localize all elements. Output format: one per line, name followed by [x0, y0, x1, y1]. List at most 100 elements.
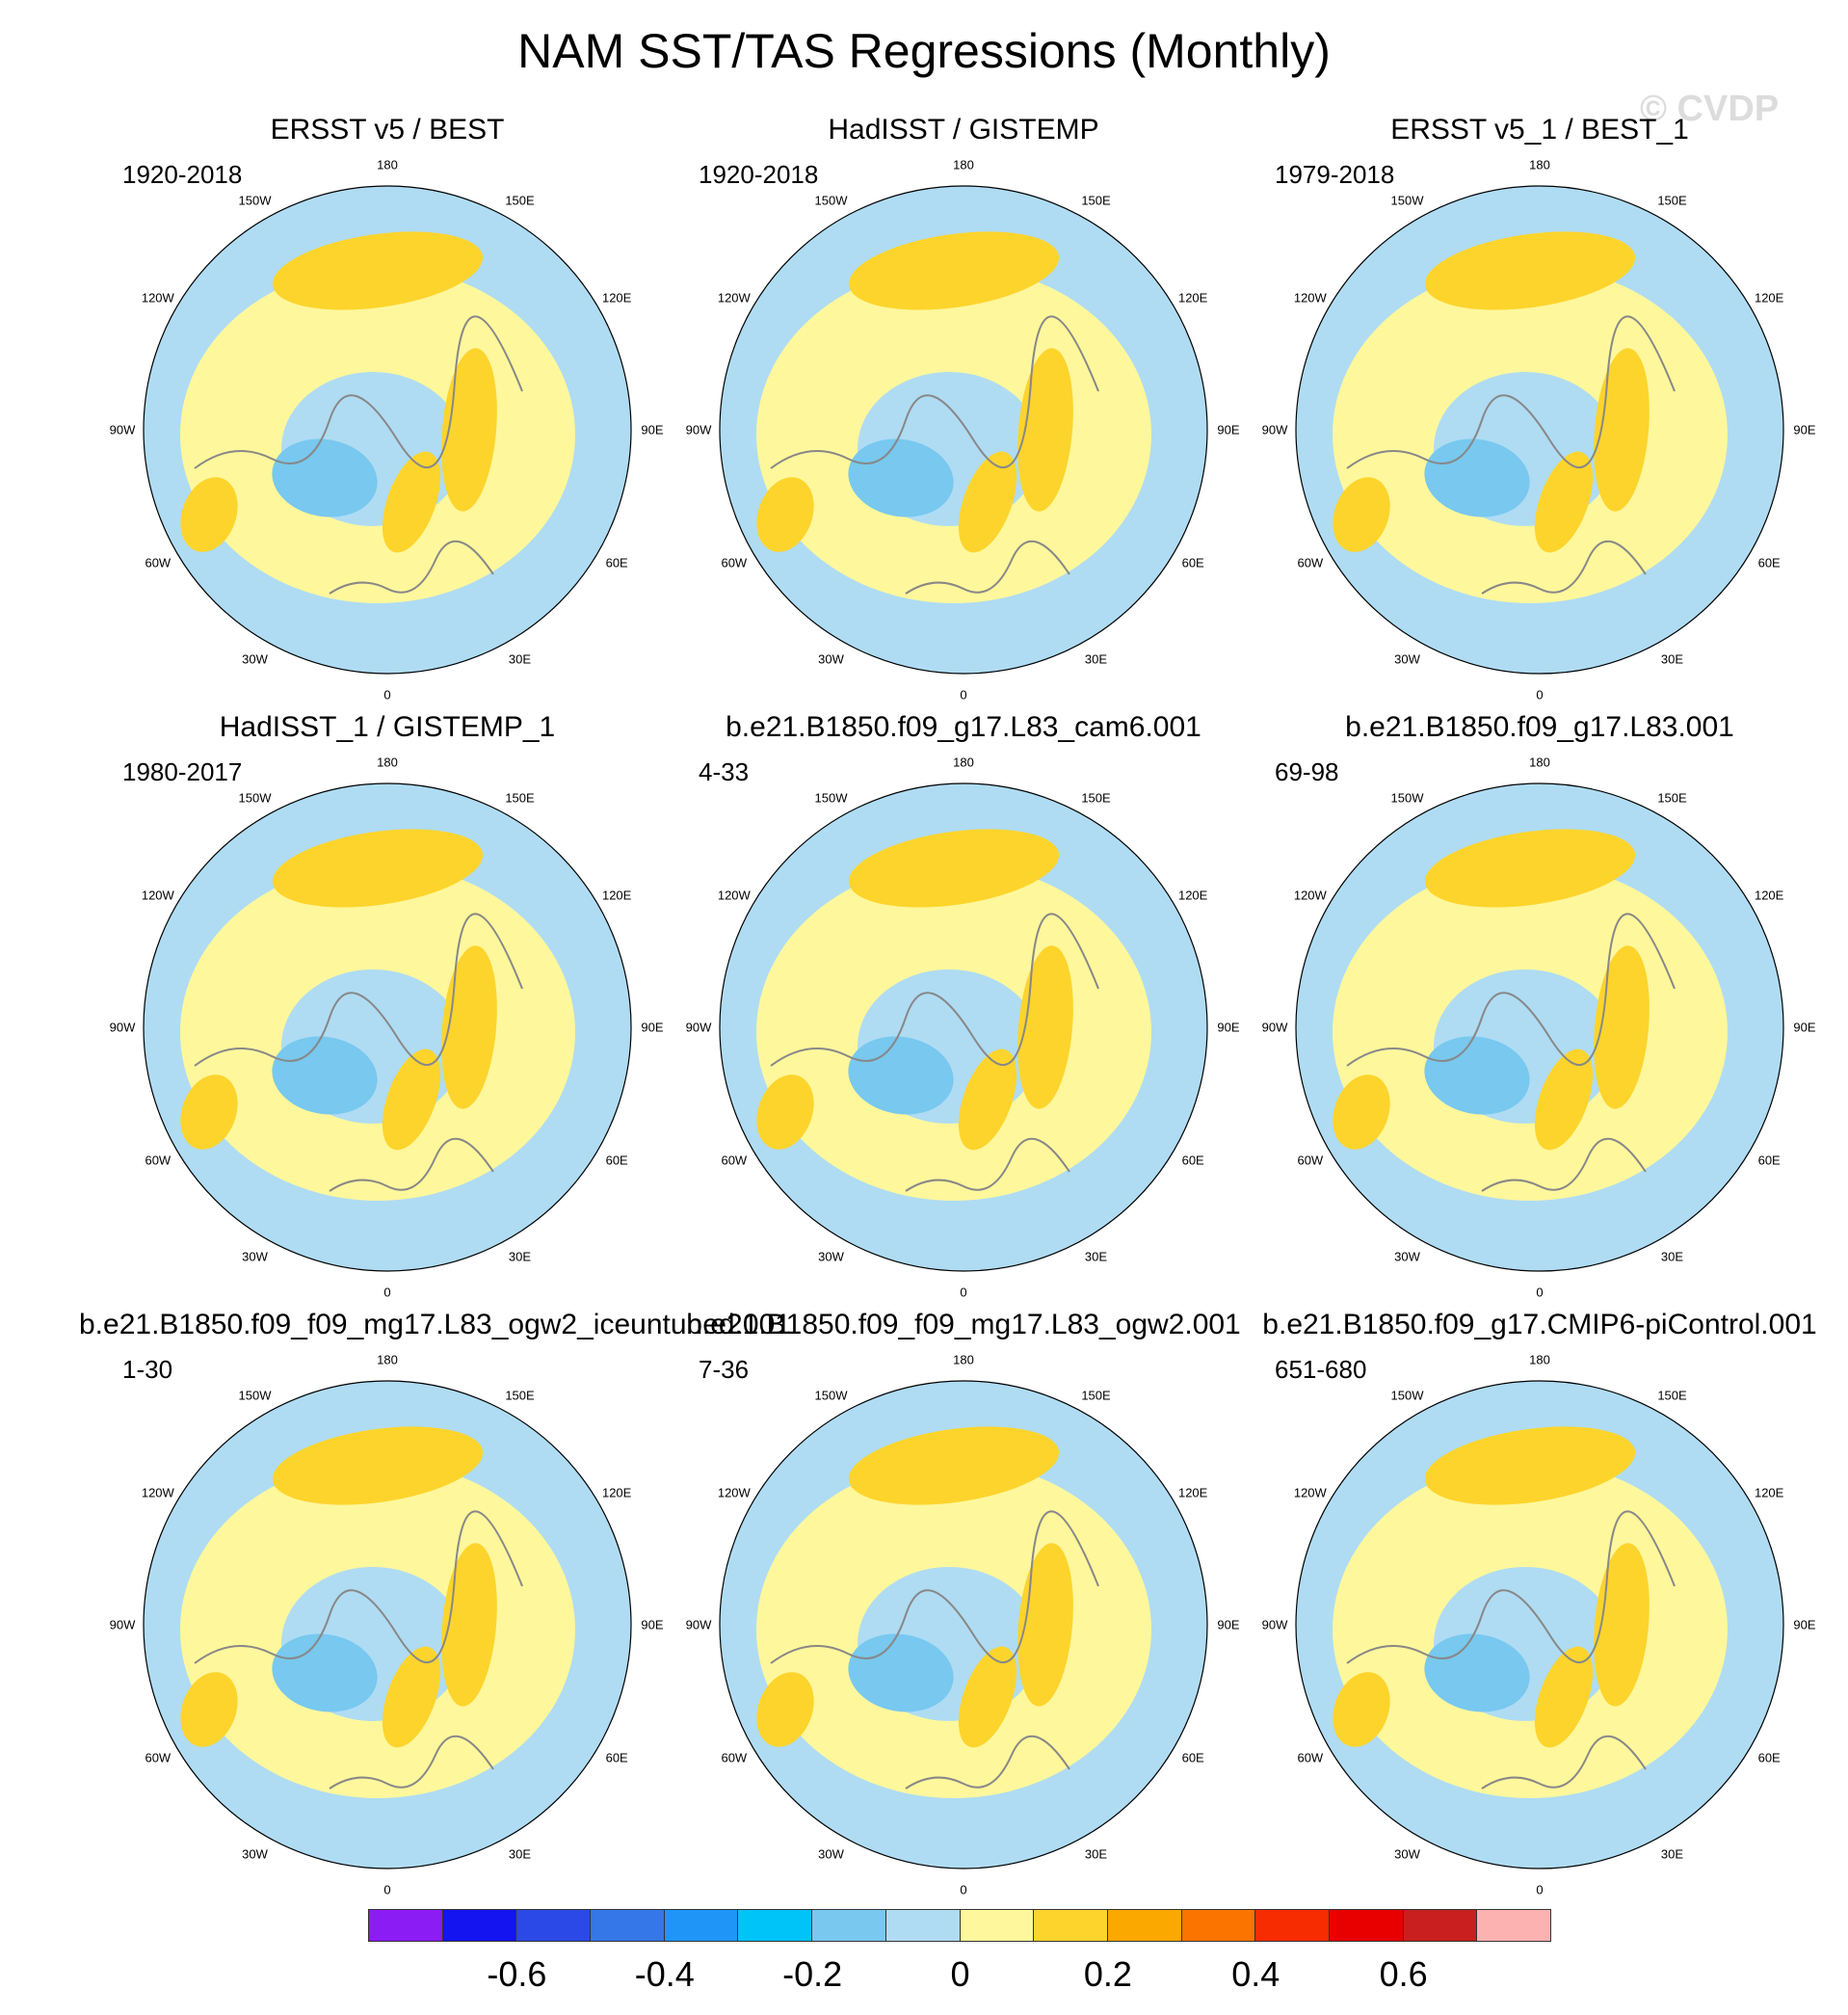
longitude-label: 120W	[1293, 290, 1327, 305]
longitude-label: 60E	[605, 555, 628, 570]
colorbar-swatch	[663, 1909, 739, 1942]
longitude-label: 150W	[814, 1388, 848, 1403]
anomaly-contour	[1017, 1543, 1073, 1707]
anomaly-contour	[1424, 829, 1636, 908]
longitude-label: 120E	[1754, 888, 1784, 902]
colorbar-tick-label: -0.4	[634, 1954, 695, 1994]
panel-years: 1920-2018	[122, 160, 243, 189]
polar-map	[1295, 1380, 1784, 1869]
longitude-label: 120W	[1293, 1485, 1327, 1499]
anomaly-contour	[848, 231, 1060, 310]
panel-years: 651-680	[1275, 1355, 1367, 1384]
longitude-label: 30W	[1394, 651, 1420, 667]
longitude-label: 150W	[238, 790, 272, 806]
longitude-label: 150E	[505, 1388, 535, 1403]
longitude-label: 60E	[605, 1750, 628, 1764]
anomaly-contour	[756, 477, 814, 552]
panel-title: HadISST_1 / GISTEMP_1	[219, 711, 556, 743]
map-border	[1295, 185, 1784, 675]
longitude-label: 0	[383, 1882, 391, 1897]
longitude-label: 120E	[1177, 290, 1208, 305]
colorbar-swatch	[515, 1909, 592, 1942]
longitude-label: 30W	[242, 651, 268, 667]
anomaly-contour	[1333, 477, 1390, 552]
longitude-label: 0	[960, 1882, 967, 1897]
longitude-label: 90E	[1793, 1617, 1816, 1632]
colorbar-swatch	[959, 1909, 1035, 1942]
longitude-label: 0	[960, 1285, 967, 1300]
map-border	[143, 1380, 632, 1869]
longitude-label: 0	[1536, 1882, 1544, 1897]
polar-map	[719, 1380, 1208, 1869]
colorbar-swatch	[884, 1909, 961, 1942]
colorbar-swatch	[811, 1909, 886, 1942]
panel-years: 1-30	[122, 1355, 173, 1384]
map-panel: ERSST v5_1 / BEST_1 1979-2018 180 150E 120E 9…	[1231, 114, 1848, 711]
longitude-label: 120E	[1754, 290, 1784, 305]
colorbar-tick-label: -0.6	[487, 1954, 547, 1994]
anomaly-contour	[1594, 945, 1650, 1109]
colorbar-swatch	[1033, 1909, 1108, 1942]
longitude-label: 90W	[109, 422, 136, 437]
longitude-label: 30E	[1660, 1846, 1684, 1862]
panel-title: b.e21.B1850.f09_g17.CMIP6-piControl.001	[1262, 1309, 1817, 1340]
longitude-label: 30W	[242, 1846, 268, 1862]
map-panel: b.e21.B1850.f09_g17.L83_cam6.001 4-33 180 1…	[655, 711, 1272, 1309]
longitude-label: 90E	[641, 1020, 664, 1035]
colorbar-swatch	[1402, 1909, 1478, 1942]
colorbar-swatch	[1476, 1909, 1551, 1942]
longitude-label: 150E	[1657, 1388, 1687, 1403]
anomaly-contour	[272, 1426, 484, 1505]
watermark: © CVDP	[1640, 89, 1780, 129]
longitude-label: 30E	[1660, 1249, 1684, 1264]
longitude-label: 60E	[605, 1153, 628, 1167]
longitude-label: 150E	[505, 790, 535, 806]
longitude-label: 0	[383, 687, 391, 703]
longitude-label: 90W	[109, 1020, 136, 1035]
colorbar-tick-label: 0.2	[1083, 1954, 1132, 1994]
anomaly-contour	[848, 438, 954, 517]
longitude-label: 120E	[1177, 1485, 1208, 1499]
map-border	[143, 185, 632, 675]
anomaly-contour	[441, 348, 497, 512]
longitude-label: 60E	[1181, 1750, 1204, 1764]
colorbar-swatch	[737, 1909, 813, 1942]
longitude-label: 120E	[1754, 1485, 1784, 1499]
longitude-label: 120E	[601, 290, 632, 305]
longitude-label: 120W	[717, 888, 751, 902]
longitude-label: 60W	[145, 555, 172, 570]
longitude-label: 120E	[1177, 888, 1208, 902]
anomaly-contour	[756, 1074, 814, 1150]
colorbar-swatch	[441, 1909, 517, 1942]
anomaly-contour	[1534, 1048, 1594, 1151]
anomaly-contour	[441, 1543, 497, 1707]
panel-years: 1979-2018	[1275, 160, 1395, 189]
longitude-label: 90E	[641, 422, 664, 437]
longitude-label: 90E	[1217, 1617, 1240, 1632]
longitude-label: 150W	[238, 193, 272, 208]
longitude-label: 90E	[641, 1617, 664, 1632]
longitude-label: 60E	[1757, 555, 1781, 570]
panel-years: 4-33	[699, 757, 750, 786]
longitude-label: 180	[377, 1352, 398, 1367]
longitude-label: 90W	[1261, 1617, 1288, 1632]
polar-map	[143, 782, 632, 1272]
longitude-label: 90E	[1217, 1020, 1240, 1035]
polar-map	[1295, 782, 1784, 1272]
coastline	[770, 315, 1099, 595]
panel-years: 7-36	[699, 1355, 750, 1384]
longitude-label: 30E	[508, 651, 532, 667]
longitude-label: 60W	[145, 1750, 172, 1764]
map-border	[719, 1380, 1208, 1869]
map-panel: b.e21.B1850.f09_g17.L83.001 69-98 180 150E 1…	[1231, 711, 1848, 1309]
longitude-label: 90W	[1261, 422, 1288, 437]
colorbar-swatch	[590, 1909, 665, 1942]
map-panel: b.e21.B1850.f09_g17.CMIP6-piControl.001 6…	[1231, 1309, 1848, 1906]
panel-years: 1980-2017	[122, 757, 243, 786]
longitude-label: 60W	[1297, 555, 1324, 570]
longitude-label: 60W	[721, 1750, 748, 1764]
colorbar-swatch	[1180, 1909, 1256, 1942]
panel-title: b.e21.B1850.f09_f09_mg17.L83_ogw2.001	[686, 1309, 1241, 1340]
map-panel: ERSST v5 / BEST 1920-2018 180 150E 120E 90E 60…	[79, 114, 696, 711]
longitude-label: 60E	[1757, 1750, 1781, 1764]
